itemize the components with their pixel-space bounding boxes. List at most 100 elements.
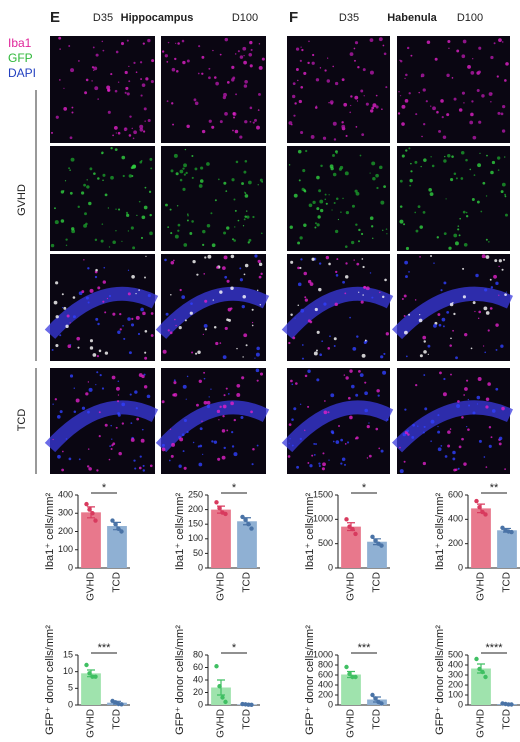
cell: [68, 45, 71, 48]
cell: [93, 172, 96, 175]
cell: [98, 411, 101, 414]
cell: [244, 194, 249, 198]
cell: [246, 215, 250, 219]
cell: [231, 431, 234, 434]
cell: [170, 454, 174, 458]
cell: [447, 444, 451, 448]
cell: [55, 281, 59, 285]
cell: [449, 428, 452, 430]
y-tick-label: 200: [448, 679, 463, 689]
cell: [142, 469, 146, 472]
cell: [414, 299, 417, 301]
cell: [77, 205, 80, 209]
cell: [474, 310, 476, 313]
cell: [179, 169, 184, 174]
cell: [398, 91, 400, 93]
cell: [368, 422, 370, 424]
cell: [64, 180, 67, 182]
panel-title: Hippocampus: [121, 12, 194, 24]
cell: [203, 400, 208, 405]
cell: [341, 124, 346, 129]
cell: [324, 400, 326, 402]
cell: [403, 314, 406, 317]
cell: [456, 404, 461, 408]
cell: [356, 100, 359, 102]
cell: [300, 258, 303, 261]
cell: [52, 438, 54, 441]
cell: [226, 279, 230, 283]
cell: [200, 166, 204, 170]
cell: [317, 215, 321, 219]
cell: [488, 241, 490, 243]
cell: [443, 377, 446, 381]
cell: [401, 122, 405, 126]
cell: [323, 410, 328, 415]
cell: [259, 372, 264, 376]
cell: [222, 95, 227, 100]
cell: [199, 179, 204, 183]
cell: [366, 424, 370, 429]
y-tick-label: 300: [448, 669, 463, 679]
cell: [242, 46, 247, 51]
cell: [295, 382, 298, 385]
cell: [183, 173, 186, 176]
cell: [308, 40, 310, 43]
cell: [382, 295, 385, 299]
cell: [498, 436, 503, 441]
cell: [243, 84, 248, 88]
cell: [361, 133, 365, 137]
data-point: [90, 511, 95, 516]
cell: [449, 344, 452, 347]
cell: [380, 200, 385, 205]
cell: [147, 118, 151, 123]
cell: [495, 348, 498, 351]
cell: [211, 125, 215, 129]
cell: [221, 455, 226, 460]
cell: [131, 317, 134, 320]
y-tick-label: 100: [58, 544, 73, 554]
bar: [211, 509, 231, 568]
cell: [243, 170, 247, 174]
cell: [371, 225, 374, 228]
cell: [297, 282, 302, 287]
cell: [431, 164, 435, 168]
cell: [362, 294, 364, 296]
cell: [173, 393, 178, 397]
cell: [119, 328, 122, 331]
cell: [488, 444, 492, 448]
cell: [178, 325, 182, 330]
cell: [235, 160, 239, 164]
cell: [469, 120, 474, 125]
cell: [260, 232, 263, 235]
cell: [85, 392, 89, 396]
cell: [114, 89, 118, 93]
cell: [115, 426, 118, 429]
cell: [439, 371, 442, 375]
cell: [455, 356, 458, 360]
cell: [417, 205, 421, 209]
cell: [161, 50, 165, 53]
cell: [255, 352, 260, 357]
cell: [128, 80, 131, 83]
cell: [349, 111, 352, 114]
cell: [62, 190, 65, 192]
cell: [409, 184, 412, 187]
cell: [377, 394, 380, 397]
cell: [321, 340, 324, 343]
bar: [471, 508, 491, 568]
cell: [296, 465, 300, 469]
cell: [371, 296, 374, 299]
cell: [504, 468, 506, 471]
cell: [468, 404, 471, 407]
cell: [380, 355, 384, 359]
data-point: [474, 656, 479, 662]
cell: [447, 154, 451, 158]
cell: [170, 293, 172, 296]
cell: [331, 431, 335, 435]
cell: [421, 135, 423, 138]
cell: [293, 407, 297, 411]
cell: [231, 178, 235, 182]
data-point: [223, 699, 228, 705]
cell: [427, 353, 429, 355]
cell: [223, 181, 227, 185]
